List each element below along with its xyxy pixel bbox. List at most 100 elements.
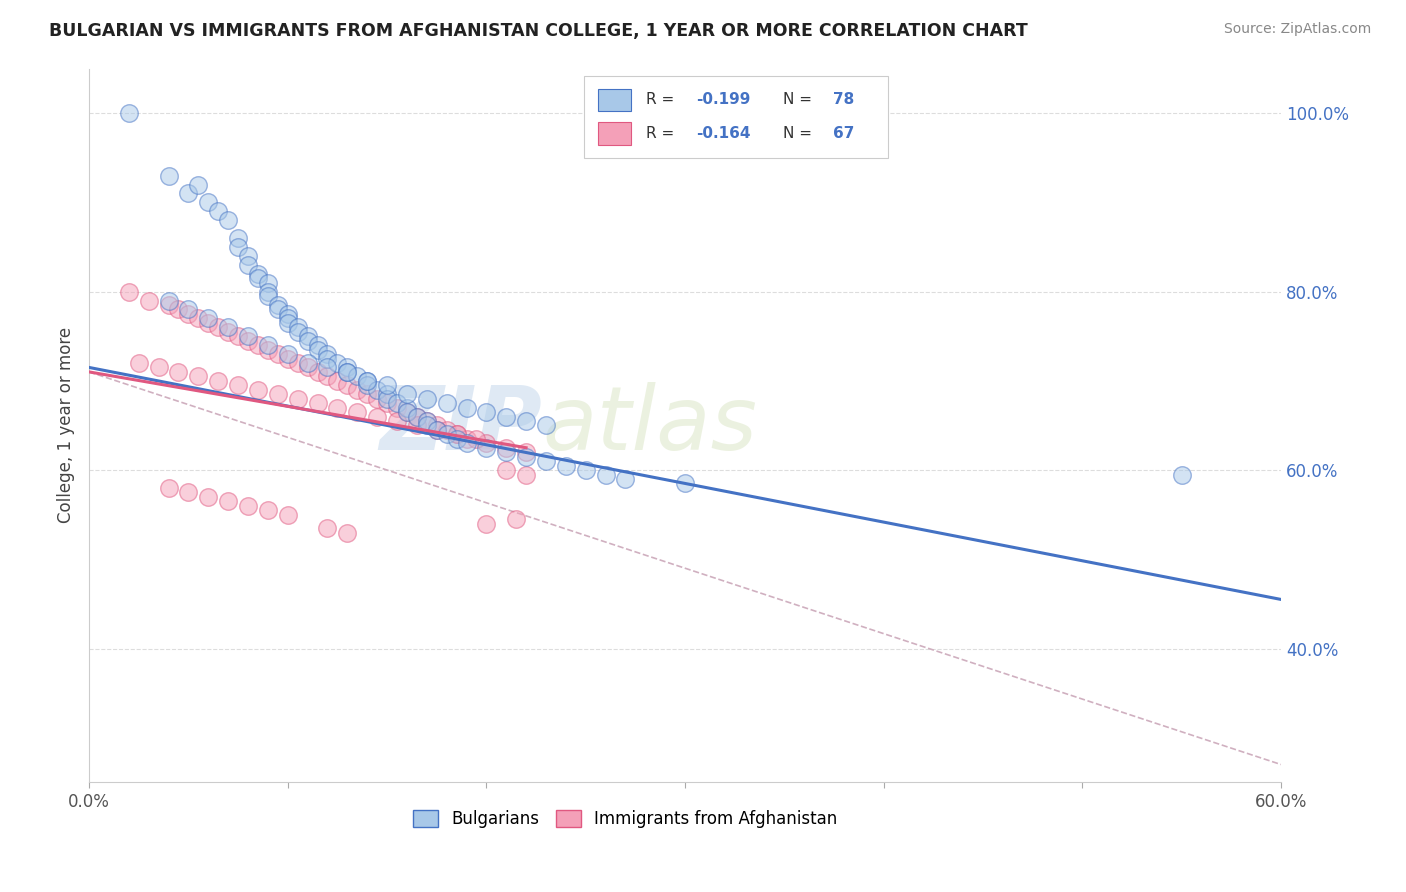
Point: [207, 374, 229, 388]
Point: [226, 240, 249, 254]
Text: N =: N =: [783, 93, 817, 107]
Text: R =: R =: [645, 93, 679, 107]
Point: [246, 383, 269, 397]
Point: [177, 302, 200, 317]
Point: [207, 320, 229, 334]
Text: 78: 78: [832, 93, 853, 107]
Point: [395, 387, 418, 401]
Text: Source: ZipAtlas.com: Source: ZipAtlas.com: [1223, 22, 1371, 37]
Point: [385, 396, 408, 410]
Point: [217, 320, 239, 334]
Point: [207, 204, 229, 219]
FancyBboxPatch shape: [598, 88, 631, 112]
Point: [495, 409, 517, 424]
Point: [405, 409, 427, 424]
Point: [267, 302, 290, 317]
Point: [307, 365, 329, 379]
Point: [257, 503, 280, 517]
Point: [157, 298, 180, 312]
Point: [356, 374, 378, 388]
Point: [515, 467, 537, 482]
Point: [595, 467, 617, 482]
Point: [346, 383, 368, 397]
Point: [515, 414, 537, 428]
FancyBboxPatch shape: [583, 76, 887, 158]
Point: [614, 472, 637, 486]
Point: [277, 316, 299, 330]
Point: [246, 271, 269, 285]
Point: [495, 463, 517, 477]
Point: [138, 293, 160, 308]
Point: [307, 343, 329, 357]
Point: [236, 249, 259, 263]
Point: [118, 106, 141, 120]
Point: [297, 334, 319, 348]
Point: [187, 178, 209, 192]
Point: [416, 392, 439, 406]
Point: [436, 396, 458, 410]
Point: [375, 378, 398, 392]
Point: [575, 463, 598, 477]
Point: [405, 418, 427, 433]
Point: [1170, 467, 1192, 482]
Point: [515, 445, 537, 459]
Point: [197, 311, 219, 326]
Point: [336, 365, 359, 379]
Point: [346, 405, 368, 419]
Text: BULGARIAN VS IMMIGRANTS FROM AFGHANISTAN COLLEGE, 1 YEAR OR MORE CORRELATION CHA: BULGARIAN VS IMMIGRANTS FROM AFGHANISTAN…: [49, 22, 1028, 40]
Point: [316, 360, 339, 375]
Point: [157, 293, 180, 308]
Point: [257, 289, 280, 303]
Point: [366, 383, 388, 397]
Text: -0.164: -0.164: [696, 126, 751, 141]
Point: [395, 405, 418, 419]
Point: [316, 351, 339, 366]
Point: [197, 490, 219, 504]
Point: [236, 499, 259, 513]
Point: [277, 351, 299, 366]
Point: [416, 414, 439, 428]
Point: [307, 396, 329, 410]
Point: [297, 360, 319, 375]
Point: [475, 516, 498, 531]
Point: [465, 432, 488, 446]
Point: [167, 365, 190, 379]
Point: [246, 338, 269, 352]
Point: [375, 387, 398, 401]
Point: [336, 365, 359, 379]
Point: [307, 338, 329, 352]
Point: [446, 427, 468, 442]
Point: [246, 267, 269, 281]
Point: [267, 387, 290, 401]
Point: [277, 311, 299, 326]
Point: [257, 285, 280, 299]
Point: [167, 302, 190, 317]
Point: [326, 374, 349, 388]
Point: [366, 409, 388, 424]
Text: ZIP: ZIP: [380, 382, 541, 469]
Point: [326, 401, 349, 415]
Point: [287, 392, 309, 406]
Point: [356, 378, 378, 392]
Point: [515, 450, 537, 464]
Point: [267, 298, 290, 312]
Point: [217, 494, 239, 508]
Point: [316, 369, 339, 384]
Point: [197, 195, 219, 210]
Point: [426, 423, 449, 437]
Point: [287, 325, 309, 339]
Point: [277, 307, 299, 321]
Point: [426, 423, 449, 437]
Point: [177, 485, 200, 500]
Point: [287, 320, 309, 334]
Point: [236, 329, 259, 343]
Point: [297, 329, 319, 343]
Point: [385, 401, 408, 415]
Point: [336, 525, 359, 540]
Point: [257, 276, 280, 290]
Point: [534, 454, 557, 468]
Point: [475, 405, 498, 419]
Point: [217, 213, 239, 227]
Text: R =: R =: [645, 126, 679, 141]
Point: [236, 334, 259, 348]
